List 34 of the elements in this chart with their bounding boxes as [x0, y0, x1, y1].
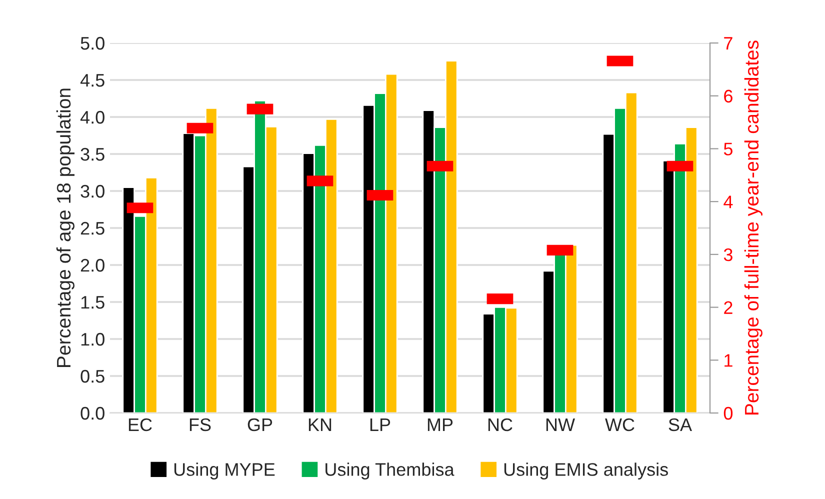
- y2-axis-title: Percentage of full-time year-end candidates: [744, 40, 762, 414]
- legend-label: Using MYPE: [174, 462, 275, 480]
- x-tick-label: GP: [248, 418, 272, 432]
- x-tick-label: NW: [546, 418, 575, 431]
- y-tick-label: 0.5: [80, 370, 104, 383]
- x-tick-label: LP: [370, 418, 390, 431]
- y-tick-label: 4.0: [80, 110, 104, 124]
- y-tick-label: 2.5: [80, 222, 104, 235]
- y-tick-label: 2.0: [80, 258, 104, 272]
- y-tick-label: 1.5: [81, 296, 104, 309]
- y-tick-label: 4.5: [80, 74, 104, 87]
- y-tick-label: 0.0: [80, 406, 104, 420]
- x-tick-label: SA: [668, 418, 692, 432]
- legend-label: Using Thembisa: [326, 462, 454, 480]
- y2-tick-label: 1: [724, 354, 732, 367]
- y-tick-label: 1.0: [81, 332, 104, 346]
- x-tick-label: FS: [190, 418, 211, 432]
- y2-tick-label: 4: [724, 196, 733, 208]
- x-tick-label: MP: [428, 418, 453, 431]
- x-tick-label: NC: [488, 418, 512, 432]
- y2-tick-label: 7: [724, 37, 732, 50]
- y-axis-title: Percentage of age 18 population: [56, 88, 74, 367]
- y-tick-label: 3.0: [80, 184, 104, 198]
- y-tick-label: 3.5: [80, 148, 104, 161]
- y-tick-label: 5.0: [80, 36, 104, 50]
- y2-tick-label: 2: [724, 301, 732, 314]
- y2-tick-label: 5: [724, 142, 732, 156]
- x-tick-label: EC: [128, 418, 152, 432]
- x-tick-label: KN: [308, 418, 332, 431]
- y2-tick-label: 3: [724, 248, 732, 262]
- legend-label: Using EMIS analysis: [504, 462, 668, 480]
- x-tick-label: WC: [605, 418, 634, 432]
- y2-tick-label: 0: [724, 406, 733, 420]
- y2-tick-label: 6: [724, 90, 732, 103]
